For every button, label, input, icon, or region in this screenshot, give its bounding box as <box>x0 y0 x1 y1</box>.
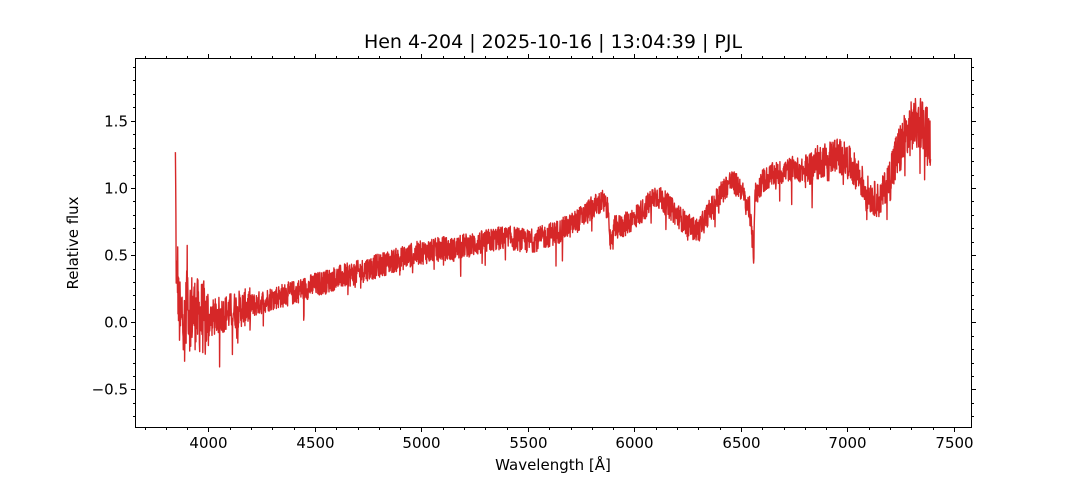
plot-area: 4000 4500 5000 5500 6000 6500 7000 7500 −0.5 0.0 0… <box>92 54 976 452</box>
y-axis-label: Relative flux <box>64 196 82 289</box>
y-tick-label: −0.5 <box>92 381 128 399</box>
ticks-layer: 4000 4500 5000 5500 6000 6500 7000 7500 −0.5 0.0 0… <box>92 54 976 452</box>
x-tick-label: 5000 <box>402 434 440 452</box>
x-tick-label: 4500 <box>296 434 334 452</box>
plot-frame <box>135 58 972 428</box>
x-tick-label: 6500 <box>722 434 760 452</box>
y-tick-label: 0.0 <box>104 314 128 332</box>
y-tick-label: 1.5 <box>104 113 128 131</box>
y-tick-label: 1.0 <box>104 180 128 198</box>
x-tick-label: 7000 <box>828 434 866 452</box>
series-line <box>174 97 932 368</box>
x-axis-label: Wavelength [Å] <box>495 455 611 474</box>
chart-title: Hen 4-204 | 2025-10-16 | 13:04:39 | PJL <box>364 31 743 53</box>
x-tick-label: 7500 <box>935 434 973 452</box>
y-tick-label: 0.5 <box>104 247 128 265</box>
x-tick-label: 4000 <box>189 434 227 452</box>
x-tick-label: 6000 <box>615 434 653 452</box>
series-layer <box>174 97 932 368</box>
x-tick-label: 5500 <box>509 434 547 452</box>
